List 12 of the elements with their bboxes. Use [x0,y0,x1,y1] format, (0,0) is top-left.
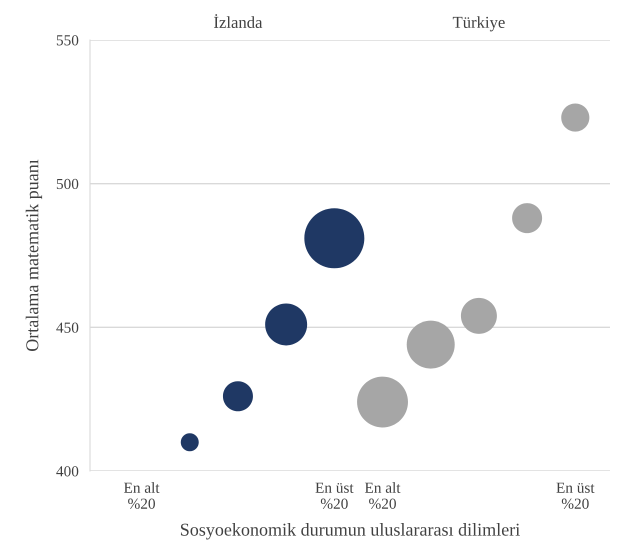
y-tick-label: 550 [56,35,78,46]
x-tick-label: En üst %20 [556,482,595,509]
text: İzlanda [214,14,262,28]
y-tick-label: 500 [56,178,78,190]
x-axis-title: Sosyoekonomik durumun uluslararası dilimleri [180,523,520,540]
y-tick-label: 450 [56,322,78,333]
y-axis-title: Ortalama matematik puanı [26,160,42,352]
x-tick-label: En alt %20 [364,482,400,509]
text: Türkiye [452,16,505,32]
x-tick-label: En alt %20 [124,482,160,509]
y-tick-label: 400 [56,466,78,476]
x-tick-label: En üst %20 [315,482,354,509]
